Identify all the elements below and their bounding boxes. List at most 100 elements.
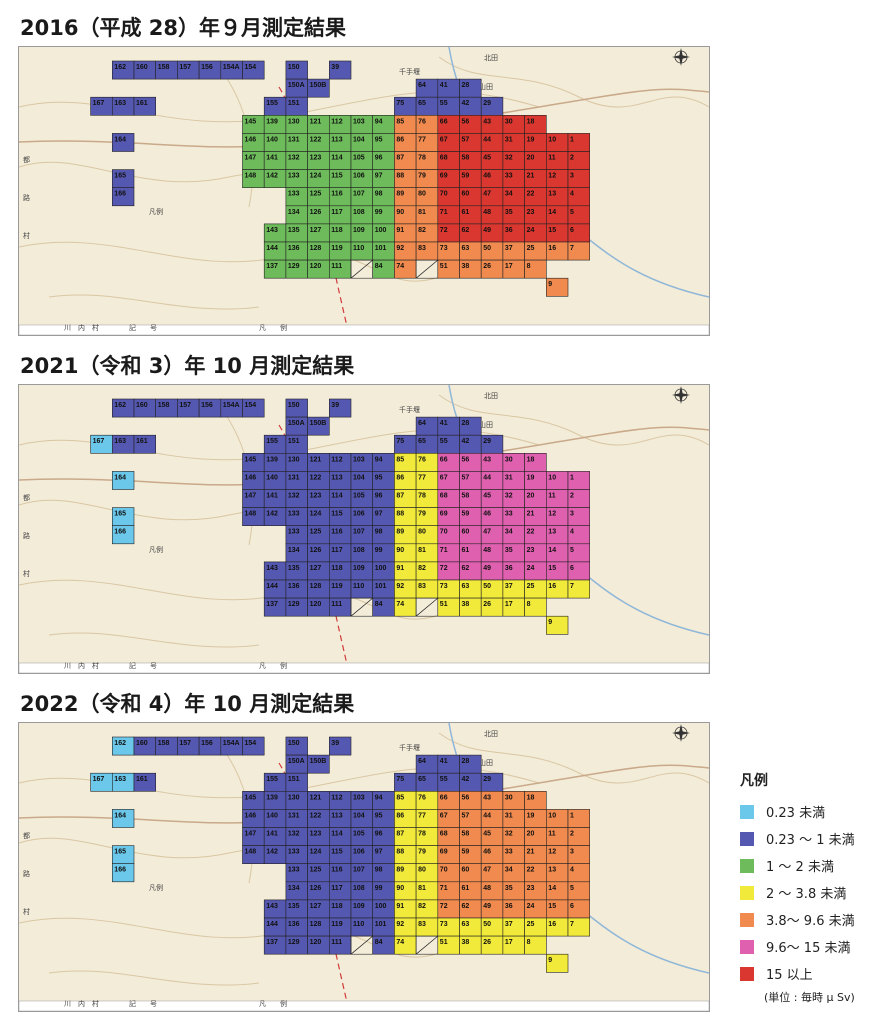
legend-title: 凡例 — [740, 773, 768, 789]
grid-cell-number: 16 — [548, 921, 556, 928]
grid-cell-number: 74 — [396, 263, 404, 270]
grid-cell-number: 19 — [527, 474, 535, 481]
grid-cell-number: 96 — [375, 493, 383, 500]
grid-cell-number: 119 — [331, 583, 342, 590]
grid-cell-number: 108 — [353, 885, 365, 892]
grid-cell-number: 161 — [136, 776, 148, 783]
contour-line — [48, 970, 260, 986]
grid-cell-number: 164 — [114, 136, 126, 143]
grid-cell — [133, 434, 157, 454]
grid-cell-number: 116 — [331, 191, 342, 198]
legend-item: 0.23 ～ 1 未満 — [740, 825, 888, 852]
grid-cell-number: 167 — [93, 100, 105, 107]
grid-cell-number: 23 — [527, 547, 535, 554]
grid-cell-number: 17 — [505, 263, 513, 270]
grid-cell — [328, 60, 352, 80]
grid-cell-number: 39 — [331, 402, 339, 409]
grid-cell-number: 43 — [483, 456, 491, 463]
legend: 凡例 0.23 未満 0.23 ～ 1 未満 1 ～ 2 未満 2 ～ 3.8 未満… — [740, 770, 888, 1005]
grid-cell-number: 13 — [548, 529, 556, 536]
grid-cell — [133, 772, 157, 792]
grid-cell-number: 150B — [310, 82, 327, 89]
grid-cell-number: 97 — [375, 849, 383, 856]
grid-cell-number: 28 — [462, 758, 470, 765]
grid-cell-number: 136 — [288, 245, 300, 252]
grid-cell-number: 117 — [331, 547, 342, 554]
grid-cell-number: 49 — [483, 227, 491, 234]
place-label: 北田 — [484, 392, 498, 400]
grid-cell-number: 72 — [440, 227, 448, 234]
village-label: 村 — [23, 569, 30, 578]
grid-cell-number: 78 — [418, 831, 426, 838]
legend-label: 0.23 未満 — [766, 806, 826, 821]
grid-cell-slash — [415, 935, 439, 955]
grid-cell-number: 121 — [310, 794, 322, 801]
grid-cell-number: 80 — [418, 529, 426, 536]
grid-cell-number: 28 — [462, 420, 470, 427]
grid-cell-number: 162 — [114, 64, 126, 71]
legend-swatch — [740, 831, 754, 846]
contour-line — [48, 294, 260, 310]
grid-cell-number: 89 — [396, 867, 404, 874]
grid-cell-number: 134 — [288, 885, 300, 892]
north-arrow-icon — [672, 48, 690, 66]
grid-cell-number: 116 — [331, 867, 342, 874]
grid-cell-number: 29 — [483, 776, 491, 783]
grid-cell-number: 150A — [288, 758, 305, 765]
grid-cell-slash — [415, 597, 439, 617]
grid-cell-number: 155 — [266, 100, 278, 107]
grid-cell-number: 69 — [440, 511, 448, 518]
grid-cell-number: 61 — [462, 209, 470, 216]
grid-cell-number: 15 — [548, 227, 556, 234]
grid-cell-number: 25 — [527, 921, 535, 928]
grid-cell-number: 48 — [483, 547, 491, 554]
grid-cell-number: 120 — [310, 939, 322, 946]
grid-cell-number: 59 — [462, 849, 470, 856]
grid-cell-number: 107 — [353, 191, 365, 198]
grid-cell-number: 158 — [158, 64, 170, 71]
grid-cell-number: 86 — [396, 812, 404, 819]
grid-cell-number: 115 — [331, 173, 342, 180]
grid-cell-number: 122 — [310, 136, 322, 143]
grid-cell-number: 137 — [266, 939, 278, 946]
grid-cell-number: 73 — [440, 583, 448, 590]
grid-cell-number: 148 — [245, 511, 257, 518]
grid-cell-number: 151 — [288, 100, 300, 107]
grid-cell-number: 32 — [505, 831, 513, 838]
grid-cell-number: 65 — [418, 100, 426, 107]
grid-cell-number: 142 — [266, 849, 278, 856]
grid-cell-number: 44 — [483, 136, 491, 143]
grid-cell-number: 13 — [548, 191, 556, 198]
map-footer-strip — [19, 662, 709, 673]
grid-cell-number: 123 — [310, 831, 322, 838]
grid-cell-number: 160 — [136, 64, 148, 71]
grid-cell-number: 134 — [288, 547, 300, 554]
grid-cell-number: 6 — [570, 903, 574, 910]
grid-cell-number: 41 — [440, 420, 448, 427]
grid-cell-number: 57 — [462, 474, 470, 481]
grid-cell-number: 95 — [375, 812, 383, 819]
grid-cell-number: 37 — [505, 583, 513, 590]
grid-cell-number: 84 — [375, 263, 383, 270]
grid-cell-number: 121 — [310, 456, 322, 463]
grid-cell-number: 71 — [440, 209, 448, 216]
grid-cell-number: 71 — [440, 547, 448, 554]
grid-cell-number: 94 — [375, 456, 383, 463]
place-label: 千手堰 — [399, 743, 420, 752]
grid-cell-number: 136 — [288, 583, 300, 590]
grid-cell-number: 142 — [266, 511, 278, 518]
place-label: 山田 — [479, 758, 493, 767]
grid-cell-number: 85 — [396, 794, 404, 801]
grid-cell-number: 34 — [505, 867, 513, 874]
grid-cell-number: 84 — [375, 601, 383, 608]
grid-cell-number: 1 — [570, 136, 574, 143]
grid-cell-number: 144 — [266, 245, 278, 252]
grid-cell-number: 162 — [114, 402, 126, 409]
grid-cell-number: 128 — [310, 245, 322, 252]
grid-cell-number: 51 — [440, 601, 448, 608]
grid-cell-number: 124 — [310, 511, 322, 518]
grid-cell-number: 140 — [266, 474, 278, 481]
village-label: 村 — [23, 231, 30, 240]
grid-cell-number: 14 — [548, 885, 556, 892]
